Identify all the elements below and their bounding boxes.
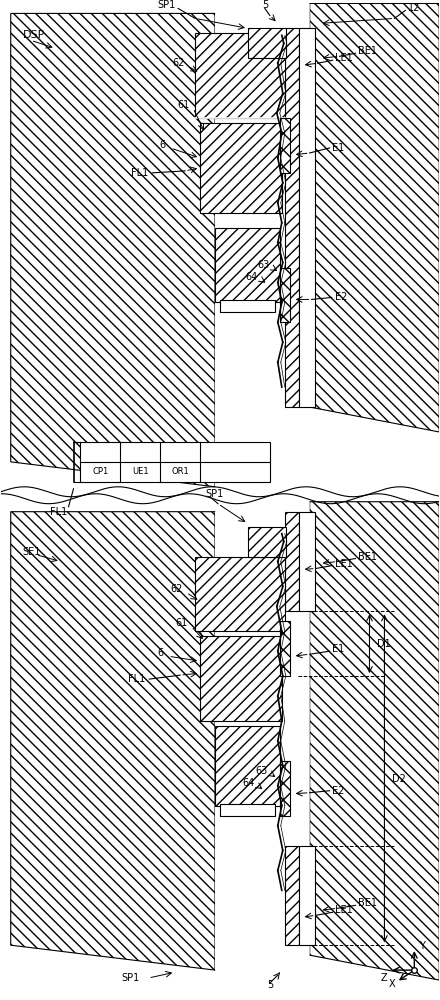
Bar bbox=[248, 28, 286, 58]
Text: SP1: SP1 bbox=[205, 489, 224, 499]
Text: BE1: BE1 bbox=[358, 898, 377, 908]
Bar bbox=[200, 636, 282, 721]
Bar bbox=[299, 28, 315, 407]
Bar bbox=[285, 28, 299, 407]
Polygon shape bbox=[81, 442, 270, 482]
Bar bbox=[195, 33, 285, 118]
Text: FL1: FL1 bbox=[128, 674, 145, 684]
Text: D1: D1 bbox=[378, 639, 391, 649]
Text: E1: E1 bbox=[332, 644, 344, 654]
Text: UE1: UE1 bbox=[132, 467, 149, 476]
Text: 62: 62 bbox=[173, 58, 185, 68]
Text: 64: 64 bbox=[246, 272, 258, 282]
Text: Y: Y bbox=[419, 941, 425, 951]
Bar bbox=[299, 512, 315, 611]
Bar bbox=[280, 621, 290, 676]
Text: E2: E2 bbox=[332, 786, 344, 796]
Polygon shape bbox=[215, 3, 310, 487]
Bar bbox=[220, 804, 275, 816]
Text: 61: 61 bbox=[176, 618, 188, 628]
Text: SP1: SP1 bbox=[157, 0, 175, 10]
Bar bbox=[215, 228, 280, 302]
Bar bbox=[200, 123, 282, 213]
Text: DSP: DSP bbox=[23, 30, 45, 40]
Text: X: X bbox=[389, 979, 396, 989]
Text: 5: 5 bbox=[262, 0, 268, 10]
Bar bbox=[285, 846, 299, 945]
Text: OR1: OR1 bbox=[171, 467, 189, 476]
Text: 64: 64 bbox=[242, 778, 255, 788]
Bar bbox=[280, 268, 290, 322]
Text: 63: 63 bbox=[257, 260, 270, 270]
Text: LE1: LE1 bbox=[334, 559, 352, 569]
Text: FL1: FL1 bbox=[50, 507, 67, 517]
Bar bbox=[299, 846, 315, 945]
Text: 62: 62 bbox=[171, 584, 183, 594]
Text: E2: E2 bbox=[334, 292, 347, 302]
Text: 63: 63 bbox=[256, 766, 268, 776]
Text: 6: 6 bbox=[159, 140, 165, 150]
Bar bbox=[280, 118, 290, 173]
Bar bbox=[285, 512, 299, 611]
Text: SP1: SP1 bbox=[121, 973, 139, 983]
Text: BE1: BE1 bbox=[358, 552, 377, 562]
Text: LE1: LE1 bbox=[334, 53, 352, 63]
Text: 12: 12 bbox=[408, 3, 421, 13]
Polygon shape bbox=[11, 13, 215, 487]
Text: LE1: LE1 bbox=[334, 905, 352, 915]
Text: BE1: BE1 bbox=[358, 46, 377, 56]
Text: Z: Z bbox=[381, 973, 388, 983]
Bar bbox=[248, 527, 286, 557]
Polygon shape bbox=[11, 512, 215, 970]
Polygon shape bbox=[310, 502, 439, 980]
Text: D2: D2 bbox=[392, 774, 406, 784]
Bar bbox=[280, 761, 290, 816]
Text: FL1: FL1 bbox=[131, 168, 148, 178]
Text: 6: 6 bbox=[157, 648, 163, 658]
Polygon shape bbox=[310, 3, 439, 432]
Text: SE1: SE1 bbox=[23, 547, 41, 557]
Bar bbox=[195, 557, 285, 631]
Text: 61: 61 bbox=[178, 100, 190, 110]
Bar bbox=[220, 300, 275, 312]
Text: 5: 5 bbox=[267, 980, 273, 990]
Polygon shape bbox=[215, 502, 310, 970]
Bar bbox=[215, 726, 280, 806]
Text: CP1: CP1 bbox=[92, 467, 109, 476]
Text: E1: E1 bbox=[332, 143, 344, 153]
